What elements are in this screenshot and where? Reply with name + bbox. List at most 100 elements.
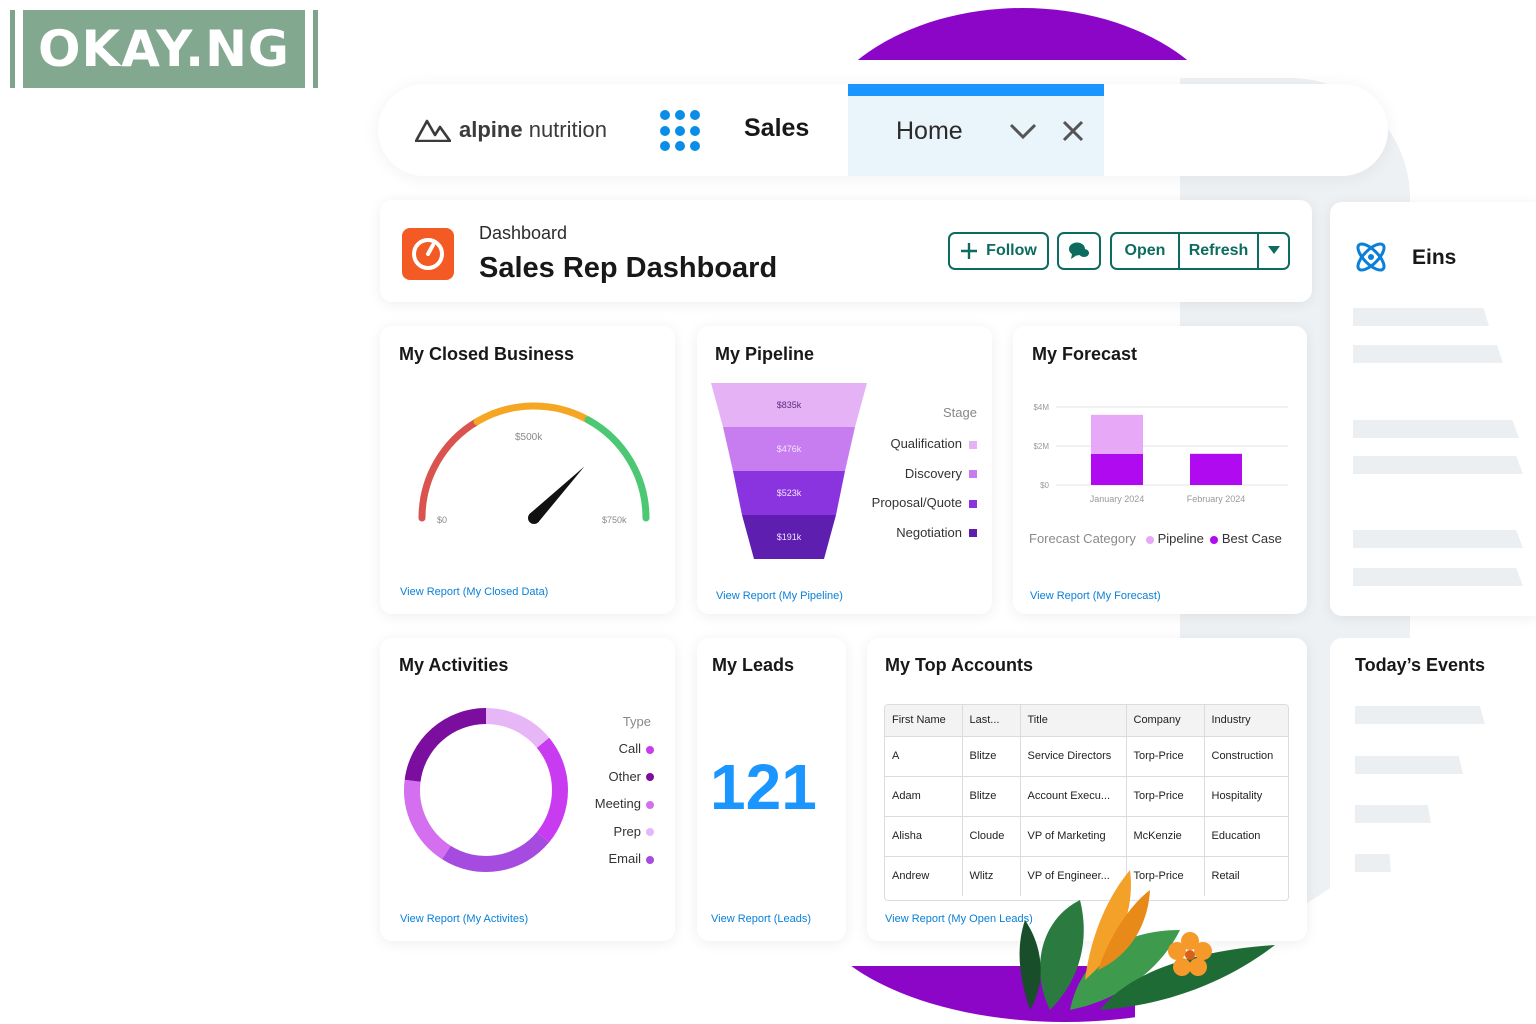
app-launcher-icon[interactable] — [660, 110, 702, 152]
pipeline-legend-item: Negotiation — [840, 525, 977, 540]
brand-logo[interactable]: alpine nutrition — [415, 112, 607, 148]
donut-slice-email[interactable] — [442, 831, 550, 872]
table-cell: Wlitz — [962, 856, 1021, 896]
table-cell: Cloude — [962, 816, 1021, 857]
page-kicker: Dashboard — [479, 223, 568, 243]
funnel-chart: $835k $476k $523k $191k — [711, 383, 867, 559]
donut-slice-call[interactable] — [536, 737, 568, 843]
pipeline-link[interactable]: View Report (My Pipeline) — [716, 590, 843, 602]
open-button[interactable]: Open — [1112, 234, 1180, 268]
donut-slice-meeting[interactable] — [404, 779, 451, 860]
column-header[interactable]: Last... — [962, 705, 1021, 737]
table-cell: Andrew — [885, 856, 963, 896]
activities-link[interactable]: View Report (My Activites) — [400, 913, 529, 925]
donut-slice-prep[interactable] — [485, 708, 550, 749]
forecast-title: My Forecast — [1032, 344, 1138, 364]
plus-icon — [961, 243, 978, 259]
x-tick-label: January 2024 — [1090, 494, 1145, 504]
events-title: Today’s Events — [1355, 655, 1486, 675]
top-accounts-title: My Top Accounts — [885, 655, 1033, 675]
tab-home[interactable] — [848, 84, 1104, 176]
gauge-mid-label: $500k — [515, 432, 543, 443]
funnel-segment-negotiation[interactable] — [742, 515, 836, 559]
table-row[interactable]: A Blitze Service Directors Torp-Price Constr… — [885, 736, 1288, 777]
activities-title: My Activities — [399, 655, 509, 675]
chat-button[interactable] — [1057, 232, 1101, 270]
table-cell: A — [885, 736, 963, 777]
more-actions-button[interactable] — [1259, 234, 1288, 268]
table-cell: VP of Marketing — [1020, 816, 1127, 857]
forecast-bar-chart: $4M $2M $0 January 2024 February 2024 — [1033, 403, 1288, 504]
table-cell: Torp-Price — [1126, 736, 1205, 777]
close-icon[interactable] — [1062, 118, 1084, 144]
column-header[interactable]: Company — [1126, 705, 1205, 737]
follow-button[interactable]: Follow — [948, 232, 1049, 270]
gauge-segment-1 — [418, 418, 481, 522]
table-cell: Adam — [885, 776, 963, 817]
brand-name-rest: nutrition — [528, 117, 607, 142]
chevron-down-icon[interactable] — [1008, 118, 1038, 144]
table-cell: Retail — [1211, 870, 1240, 883]
placeholder-bar — [1355, 756, 1463, 774]
table-cell: Blitze — [962, 776, 1021, 817]
pipeline-legend-item: Qualification — [840, 436, 977, 451]
app-name: Sales — [744, 114, 810, 142]
column-header[interactable]: Title — [1020, 705, 1127, 737]
pipeline-legend-item: Proposal/Quote — [840, 495, 977, 510]
activities-legend-title: Type — [622, 714, 651, 729]
funnel-segment-discovery[interactable] — [723, 427, 855, 471]
forecast-legend-item: Best Case — [1209, 531, 1282, 546]
leads-count: 121 — [710, 751, 817, 823]
leads-title: My Leads — [712, 655, 795, 675]
page-title: Sales Rep Dashboard — [479, 252, 778, 284]
forecast-legend-title: Forecast Category — [1029, 531, 1136, 546]
placeholder-bar — [1355, 706, 1485, 724]
mountain-icon — [415, 119, 451, 142]
donut-slice-other[interactable] — [404, 708, 487, 783]
leads-link[interactable]: View Report (Leads) — [711, 913, 812, 925]
table-row[interactable]: Andrew Wlitz VP of Engineer... Torp-Price Re… — [885, 856, 1288, 896]
tab-home-label[interactable]: Home — [896, 117, 963, 145]
activities-legend-item: Call — [560, 741, 654, 756]
gauge-max-label: $750k — [602, 515, 627, 525]
refresh-button[interactable]: Refresh — [1180, 234, 1259, 268]
funnel-value-label: $476k — [777, 444, 802, 454]
closed-business-title: My Closed Business — [399, 344, 575, 364]
placeholder-bar — [1353, 456, 1523, 474]
forecast-bar-best-case[interactable] — [1091, 453, 1143, 485]
x-tick-label: February 2024 — [1187, 494, 1246, 504]
einstein-title: Eins — [1412, 246, 1457, 269]
forecast-legend-item: Pipeline — [1145, 531, 1204, 546]
placeholder-bar — [1353, 345, 1503, 363]
top-accounts-link[interactable]: View Report (My Open Leads) — [885, 913, 1033, 925]
activities-legend-item: Meeting — [560, 796, 654, 811]
forecast-bar-best-case[interactable] — [1190, 453, 1242, 485]
column-header[interactable]: Industry — [1204, 705, 1288, 737]
table-cell: Blitze — [962, 736, 1021, 777]
forecast-bar-pipeline[interactable] — [1091, 414, 1143, 454]
forecast-card — [1013, 326, 1307, 614]
table-row[interactable]: Adam Blitze Account Execu... Torp-Price Hosp… — [885, 776, 1288, 817]
okay-ng-logo-text: OKAY.NG — [23, 10, 305, 88]
tropical-leaves-illustration — [1019, 870, 1275, 1010]
placeholder-bar — [1355, 805, 1431, 823]
table-cell: Construction — [1204, 736, 1288, 777]
placeholder-bar — [1353, 420, 1519, 438]
closed-business-link[interactable]: View Report (My Closed Data) — [400, 586, 549, 598]
table-row[interactable]: Alisha Cloude VP of Marketing McKenzie Educa… — [885, 816, 1288, 857]
activities-legend-item: Other — [560, 769, 654, 784]
caret-down-icon — [1267, 246, 1280, 254]
placeholder-bar — [1353, 568, 1523, 586]
button-group: Open Refresh — [1110, 232, 1290, 270]
table-cell: McKenzie — [1126, 816, 1205, 857]
column-header[interactable]: First Name — [885, 705, 963, 737]
forecast-link[interactable]: View Report (My Forecast) — [1030, 590, 1161, 602]
funnel-segment-qualification[interactable] — [711, 383, 867, 427]
events-panel — [1330, 638, 1536, 938]
gauge-segment-3 — [584, 416, 650, 522]
einstein-atom-icon — [1356, 242, 1386, 272]
table-cell: Torp-Price — [1126, 776, 1205, 817]
funnel-segment-proposal-quote[interactable] — [733, 471, 845, 515]
gauge-needle — [529, 466, 585, 523]
